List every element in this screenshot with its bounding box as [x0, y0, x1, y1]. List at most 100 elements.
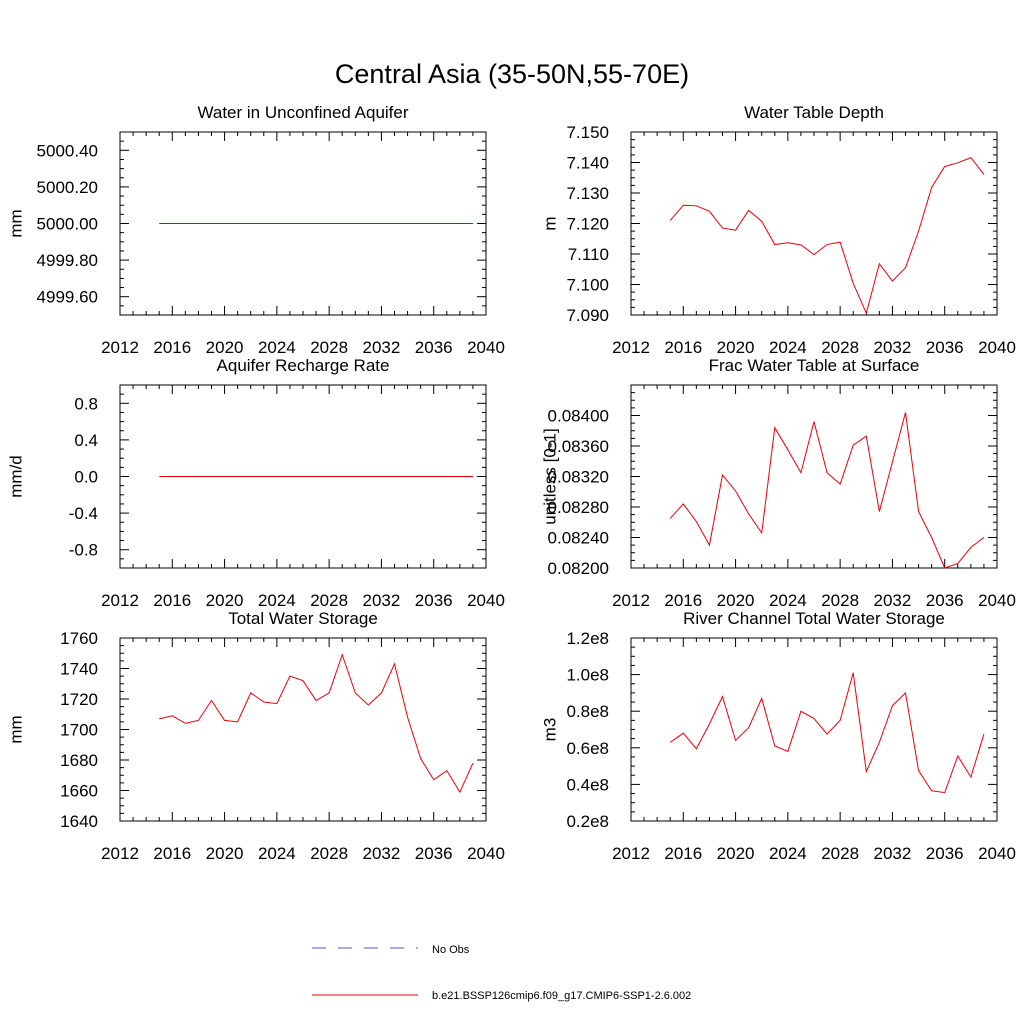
x-tick-label: 2032: [363, 338, 401, 357]
legend-obs-label: No Obs: [432, 944, 470, 956]
x-tick-label: 2012: [612, 338, 650, 357]
x-tick-label: 2028: [310, 591, 348, 610]
x-tick-label: 2036: [415, 844, 453, 863]
y-tick-label: 4999.80: [37, 251, 98, 270]
x-tick-label: 2012: [101, 591, 139, 610]
y-tick-label: 7.150: [566, 123, 609, 142]
y-tick-label: 5000.40: [37, 141, 98, 160]
x-tick-label: 2016: [664, 591, 702, 610]
y-tick-label: 0.6e8: [566, 739, 609, 758]
legend-model-label: b.e21.BSSP126cmip6.f09_g17.CMIP6-SSP1-2.…: [432, 990, 691, 1002]
plot-frame: [630, 131, 998, 316]
y-tick-label: 0.08240: [548, 529, 609, 548]
x-tick-label: 2028: [310, 338, 348, 357]
x-tick-label: 2020: [717, 338, 755, 357]
panel-title: Total Water Storage: [228, 609, 378, 628]
y-axis-label: m: [541, 216, 560, 230]
x-tick-label: 2040: [467, 338, 505, 357]
x-tick-label: 2028: [821, 844, 859, 863]
x-tick-label: 2028: [310, 844, 348, 863]
y-tick-label: 0.08360: [548, 437, 609, 456]
x-tick-label: 2028: [821, 591, 859, 610]
y-tick-label: 0.08400: [548, 407, 609, 426]
x-tick-label: 2032: [363, 591, 401, 610]
x-tick-label: 2032: [874, 844, 912, 863]
y-tick-label: 0.08320: [548, 468, 609, 487]
y-axis-label: mm/d: [7, 455, 26, 498]
y-tick-label: 1680: [60, 751, 98, 770]
y-tick-label: 4999.60: [37, 288, 98, 307]
y-tick-label: 1640: [60, 812, 98, 831]
y-axis-label: mm: [7, 715, 26, 743]
y-tick-label: 1720: [60, 690, 98, 709]
y-tick-label: 5000.00: [37, 215, 98, 234]
y-tick-label: 0.4: [74, 431, 98, 450]
x-tick-label: 2040: [978, 591, 1016, 610]
panel-5: Total Water Storage 2012 2016 2020 2024 2028 2…: [7, 609, 505, 863]
y-tick-label: 5000.20: [37, 178, 98, 197]
x-tick-label: 2032: [874, 338, 912, 357]
x-tick-label: 2036: [926, 591, 964, 610]
y-axis-label: m3: [541, 718, 560, 742]
x-tick-label: 2036: [415, 338, 453, 357]
panel-3: Aquifer Recharge Rate 2012 2016 2020 2024 202…: [7, 356, 505, 610]
y-tick-label: 1740: [60, 660, 98, 679]
figure-title: Central Asia (35-50N,55-70E): [335, 59, 689, 89]
x-tick-label: 2040: [978, 844, 1016, 863]
x-tick-label: 2016: [153, 338, 191, 357]
x-tick-label: 2020: [717, 844, 755, 863]
y-tick-label: 1.0e8: [566, 666, 609, 685]
panels: Water in Unconfined Aquifer 2012 2016 2020 2…: [7, 103, 1016, 863]
x-tick-label: 2036: [415, 591, 453, 610]
y-tick-label: 0.8e8: [566, 702, 609, 721]
series-line: [159, 653, 474, 794]
x-tick-label: 2036: [926, 844, 964, 863]
panel-title: Water Table Depth: [744, 103, 884, 122]
y-tick-label: 7.090: [566, 306, 609, 325]
x-tick-label: 2012: [101, 338, 139, 357]
series-line: [669, 672, 985, 794]
panel-title: Water in Unconfined Aquifer: [197, 103, 408, 122]
plot-frame: [630, 637, 998, 822]
x-tick-label: 2020: [206, 338, 244, 357]
y-tick-label: 0.08280: [548, 498, 609, 517]
x-tick-label: 2024: [769, 591, 807, 610]
x-tick-label: 2036: [926, 338, 964, 357]
y-tick-label: -0.8: [69, 541, 98, 560]
y-axis-label: mm: [7, 209, 26, 237]
y-tick-label: 0.4e8: [566, 775, 609, 794]
x-tick-label: 2024: [258, 591, 296, 610]
x-tick-label: 2024: [769, 844, 807, 863]
x-tick-label: 2020: [206, 844, 244, 863]
x-tick-label: 2016: [664, 844, 702, 863]
x-tick-label: 2024: [258, 338, 296, 357]
y-tick-label: 7.120: [566, 215, 609, 234]
x-tick-label: 2040: [467, 844, 505, 863]
y-tick-label: 0.8: [74, 394, 98, 413]
x-tick-label: 2040: [467, 591, 505, 610]
y-tick-label: 1.2e8: [566, 629, 609, 648]
series-line: [669, 157, 985, 315]
y-tick-label: 1760: [60, 629, 98, 648]
x-tick-label: 2016: [153, 591, 191, 610]
legend: No Obs b.e21.BSSP126cmip6.f09_g17.CMIP6-…: [312, 944, 691, 1002]
y-tick-label: -0.4: [69, 504, 98, 523]
x-tick-label: 2028: [821, 338, 859, 357]
panel-2: Water Table Depth 2012 2016 2020 2024 2028 203…: [541, 103, 1016, 357]
panel-4: Frac Water Table at Surface 2012 2016 2020 2…: [541, 356, 1016, 610]
x-tick-label: 2032: [363, 844, 401, 863]
series-line: [669, 412, 985, 569]
x-tick-label: 2032: [874, 591, 912, 610]
plot-frame: [630, 384, 998, 569]
x-tick-label: 2024: [769, 338, 807, 357]
panel-title: River Channel Total Water Storage: [683, 609, 945, 628]
plot-frame: [119, 637, 487, 822]
x-tick-label: 2012: [612, 844, 650, 863]
y-tick-label: 1660: [60, 782, 98, 801]
y-tick-label: 7.110: [568, 245, 609, 264]
y-tick-label: 7.140: [566, 154, 609, 173]
panel-6: River Channel Total Water Storage 2012 201…: [541, 609, 1016, 863]
panel-1: Water in Unconfined Aquifer 2012 2016 2020 2…: [7, 103, 505, 357]
y-tick-label: 0.0: [74, 468, 98, 487]
